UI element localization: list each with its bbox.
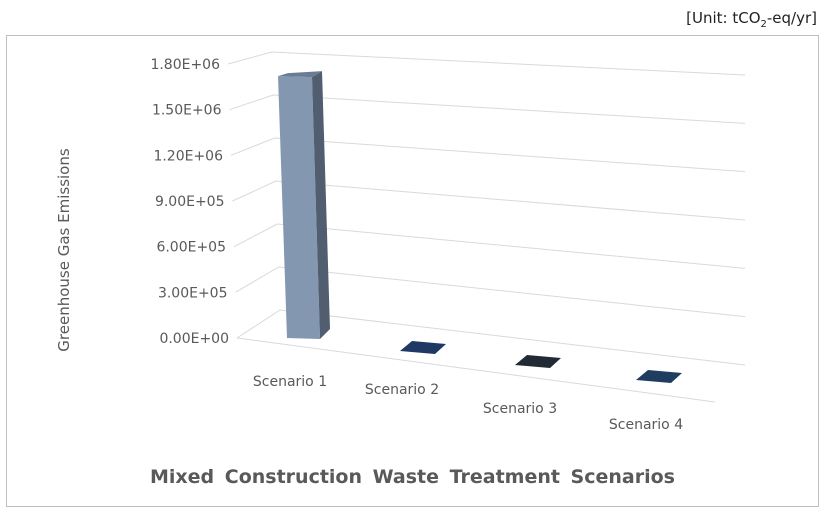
bar-flat: [636, 370, 682, 383]
gridline: [236, 309, 746, 366]
y-tick-label: 3.00E+05: [158, 285, 228, 301]
gridline: [229, 94, 746, 124]
x-axis-title: Mixed Construction Waste Treatment Scena…: [149, 466, 675, 488]
unit-prefix: [Unit: tCO: [686, 9, 761, 27]
y-tick-label: 9.00E+05: [155, 194, 225, 210]
gridline: [233, 223, 746, 269]
y-tick-label: 1.80E+06: [150, 57, 220, 73]
x-tick-label: Scenario 1: [253, 374, 327, 390]
x-tick-label: Scenario 3: [483, 401, 557, 417]
y-tick-label: 1.20E+06: [153, 148, 223, 164]
y-tick-label: 6.00E+05: [156, 240, 226, 256]
unit-label: [Unit: tCO2-eq/yr]: [686, 9, 817, 30]
bar-side: [312, 71, 330, 339]
y-tick-label: 1.50E+06: [152, 103, 222, 119]
gridline: [227, 51, 746, 76]
x-axis-line: [236, 337, 716, 403]
chart-frame: [6, 35, 819, 507]
y-tick-label: 0.00E+00: [159, 331, 229, 347]
bar-flat: [400, 341, 446, 354]
bar-top: [278, 71, 322, 78]
unit-subscript: 2: [760, 19, 767, 30]
x-tick-label: Scenario 4: [609, 417, 683, 433]
unit-suffix: -eq/yr]: [766, 9, 817, 27]
x-tick-label: Scenario 2: [365, 382, 439, 398]
bar-flat: [515, 355, 561, 368]
bar-front: [278, 76, 320, 339]
gridline: [232, 180, 746, 221]
y-axis-title: Greenhouse Gas Emissions: [55, 148, 73, 352]
gridline: [235, 266, 746, 318]
gridline: [230, 137, 746, 173]
